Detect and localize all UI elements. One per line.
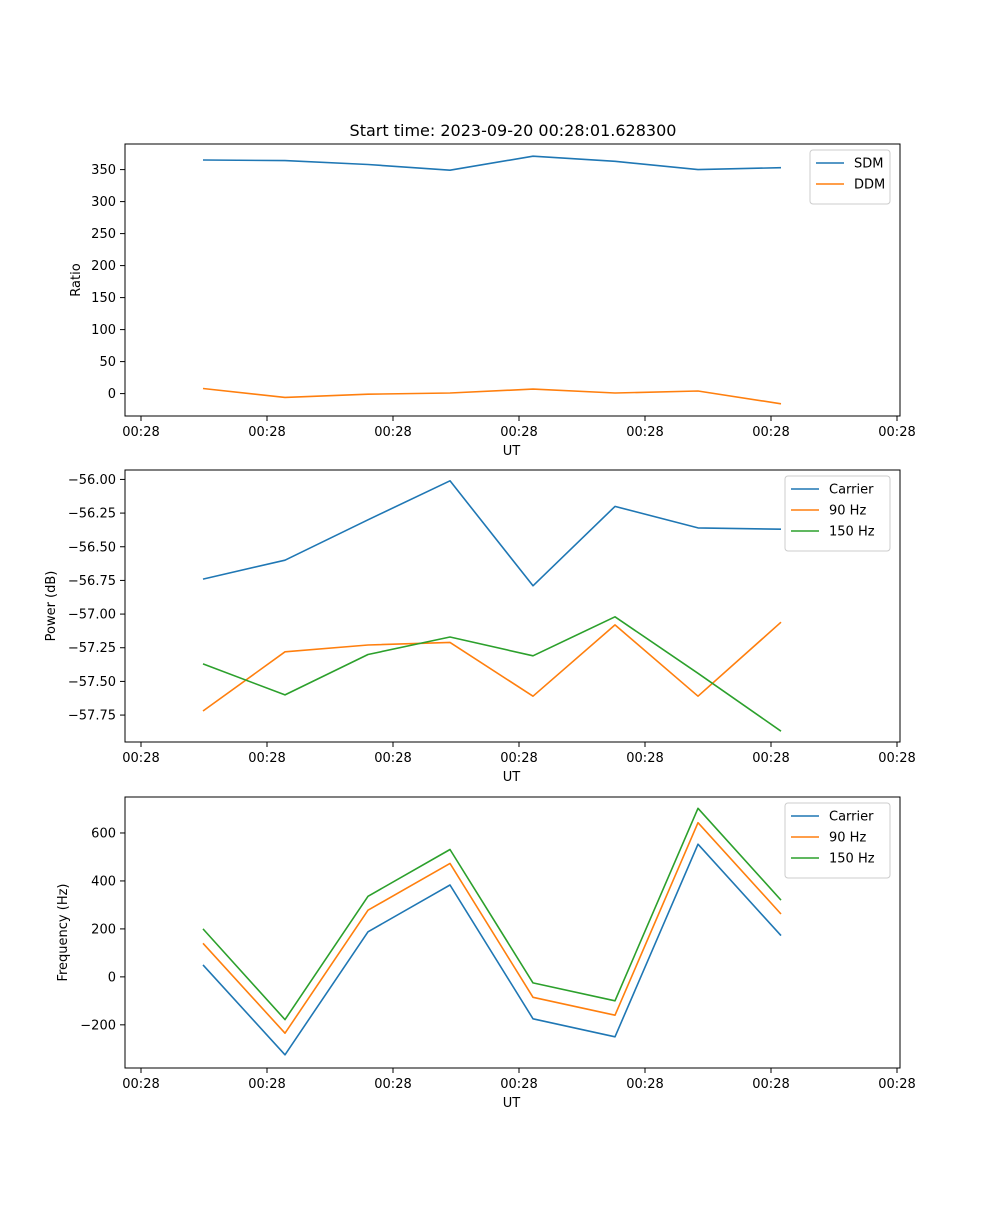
x-tick-label: 00:28: [626, 751, 663, 766]
x-tick-label: 00:28: [752, 751, 789, 766]
y-tick-label: −56.25: [68, 507, 116, 522]
y-tick-label: −56.00: [68, 473, 116, 488]
x-tick-label: 00:28: [122, 751, 159, 766]
x-axis-label: UT: [503, 770, 521, 785]
legend-entry: Carrier: [829, 810, 874, 825]
chart-panel-1: 00:28 00:28 00:28 00:28 00:28 00:28 00:28 UT 0 50…: [69, 143, 916, 459]
x-tick-label: 00:28: [374, 1077, 411, 1092]
y-tick-label: −56.75: [68, 574, 116, 589]
legend-entry: 90 Hz: [829, 831, 866, 846]
x-tick-label: 00:28: [878, 425, 915, 440]
legend: SDM DDM: [809, 149, 891, 205]
x-tick-label: 00:28: [878, 1077, 915, 1092]
y-tick-label: 600: [91, 826, 116, 841]
series-line-ddm: [202, 387, 782, 405]
y-tick-label: −57.25: [68, 641, 116, 656]
x-axis-label: UT: [503, 1096, 521, 1111]
x-tick-label: 00:28: [248, 425, 285, 440]
y-tick-label: 0: [108, 970, 116, 985]
y-tick-label: 200: [91, 259, 116, 274]
chart-panel-2: 00:28 00:28 00:28 00:28 00:28 00:28 00:28 UT −57…: [44, 469, 916, 785]
x-tick-label: 00:28: [374, 751, 411, 766]
y-tick-label: 300: [91, 195, 116, 210]
y-tick-label: −200: [80, 1018, 116, 1033]
x-tick-label: 00:28: [500, 425, 537, 440]
legend-entry: 150 Hz: [829, 525, 875, 540]
y-axis-label: Power (dB): [44, 571, 59, 642]
series-line-sdm: [202, 155, 782, 171]
legend: Carrier 90 Hz 150 Hz: [784, 802, 891, 879]
legend-entry: 90 Hz: [829, 504, 866, 519]
plot-frame: [124, 469, 901, 743]
y-axis-label: Ratio: [69, 263, 84, 296]
legend-entry: 150 Hz: [829, 852, 875, 867]
x-tick-label: 00:28: [752, 425, 789, 440]
chart-panel-3: 00:28 00:28 00:28 00:28 00:28 00:28 00:28 UT −20…: [56, 796, 916, 1111]
x-tick-label: 00:28: [122, 1077, 159, 1092]
x-tick-label: 00:28: [752, 1077, 789, 1092]
x-tick-label: 00:28: [248, 1077, 285, 1092]
legend-box: [784, 802, 891, 879]
y-tick-label: 100: [91, 323, 116, 338]
y-tick-label: −57.75: [68, 709, 116, 724]
series-line-90-hz: [202, 621, 782, 712]
legend-box: [784, 475, 891, 552]
x-tick-label: 00:28: [374, 425, 411, 440]
legend: Carrier 90 Hz 150 Hz: [784, 475, 891, 552]
legend-entry: SDM: [854, 157, 883, 172]
y-tick-label: 50: [99, 355, 116, 370]
legend-entry: DDM: [854, 178, 885, 193]
series-line-90-hz: [202, 821, 782, 1034]
series-line-carrier: [202, 843, 782, 1056]
y-axis-label: Frequency (Hz): [56, 883, 71, 981]
figure-title: Start time: 2023-09-20 00:28:01.628300: [350, 121, 677, 140]
y-tick-label: 400: [91, 874, 116, 889]
plot-frame: [124, 143, 901, 417]
x-tick-label: 00:28: [500, 1077, 537, 1092]
x-tick-label: 00:28: [500, 751, 537, 766]
x-tick-label: 00:28: [122, 425, 159, 440]
series-line-carrier: [202, 479, 782, 587]
y-tick-label: −57.50: [68, 675, 116, 690]
y-tick-label: −57.00: [68, 608, 116, 623]
y-tick-label: −56.50: [68, 540, 116, 555]
x-tick-label: 00:28: [626, 425, 663, 440]
series-line-150-hz: [202, 807, 782, 1021]
y-tick-label: 250: [91, 227, 116, 242]
series-line-150-hz: [202, 615, 782, 732]
y-tick-label: 200: [91, 922, 116, 937]
x-tick-label: 00:28: [248, 751, 285, 766]
plot-frame: [124, 796, 901, 1069]
y-tick-label: 0: [108, 387, 116, 402]
y-tick-label: 350: [91, 163, 116, 178]
x-tick-label: 00:28: [878, 751, 915, 766]
y-tick-label: 150: [91, 291, 116, 306]
x-axis-label: UT: [503, 444, 521, 459]
legend-entry: Carrier: [829, 483, 874, 498]
x-tick-label: 00:28: [626, 1077, 663, 1092]
